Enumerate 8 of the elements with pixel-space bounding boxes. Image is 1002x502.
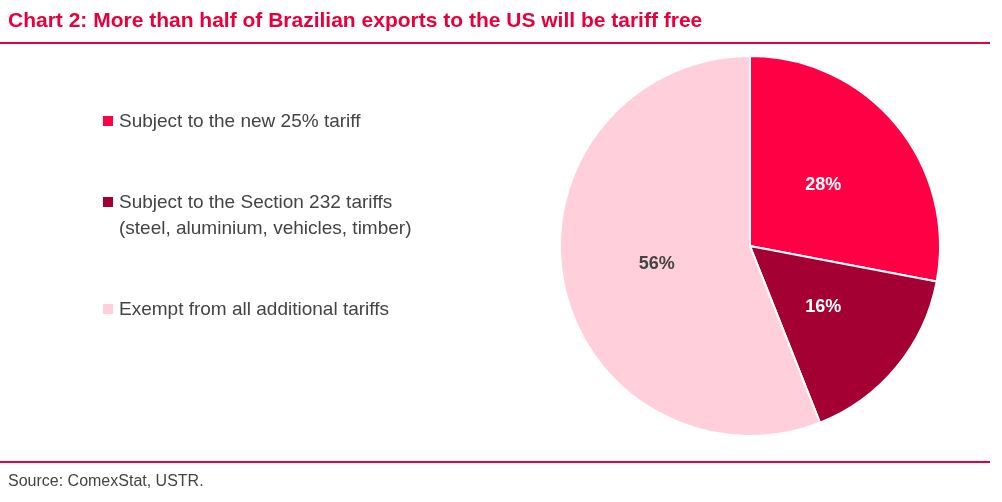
data-label: 16% [805, 295, 842, 316]
chart-title: Chart 2: More than half of Brazilian exports to the US will be tariff free [8, 8, 703, 32]
legend-label: Subject to the Section 232 tariffs (steel, aluminium, vehicles, timber) [119, 190, 413, 240]
legend-label: Exempt from all additional tariffs [119, 297, 389, 321]
source-note: Source: ComexStat, USTR. [8, 472, 204, 490]
data-label: 56% [638, 252, 675, 273]
legend-label: Subject to the new 25% tariff [119, 109, 361, 133]
data-label: 28% [805, 174, 842, 195]
